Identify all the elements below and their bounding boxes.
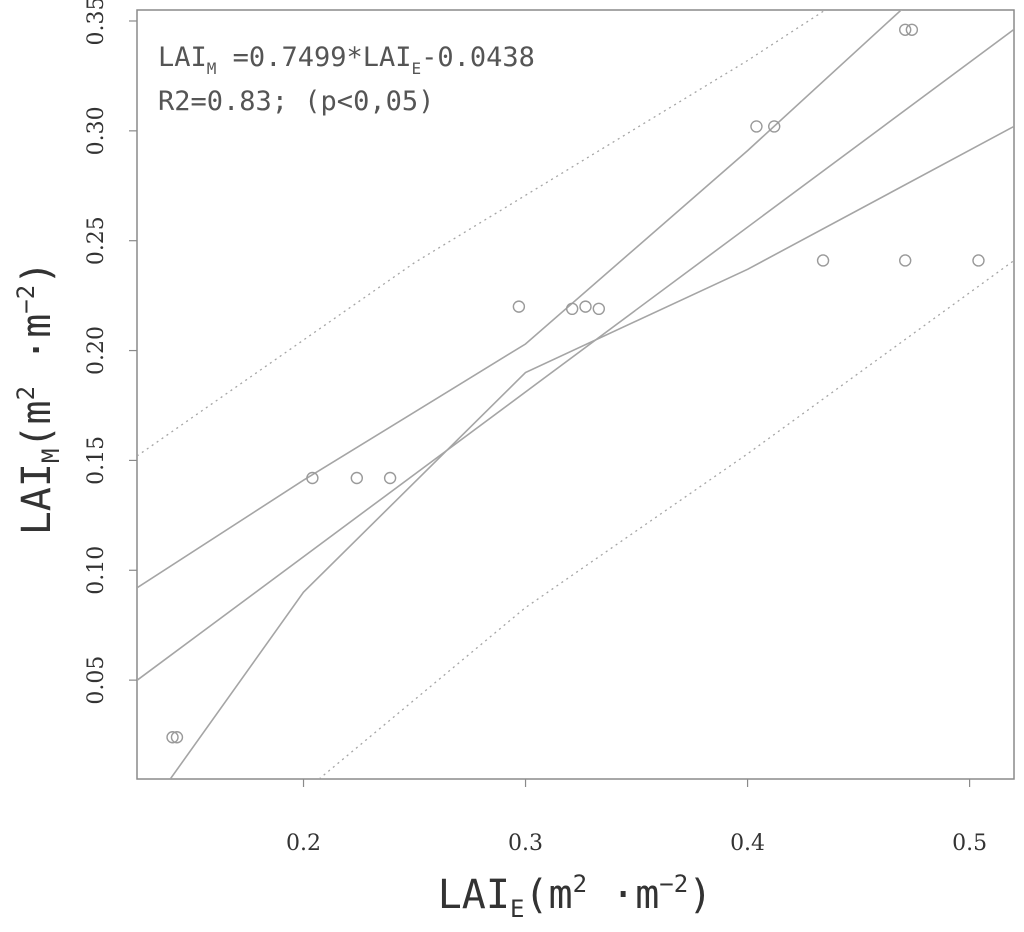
y-axis: 0.05 0.10 0.15 0.20 0.25 0.30 0.35: [84, 0, 137, 705]
data-point: [512, 300, 526, 313]
data-point: [899, 23, 912, 36]
data-point: [383, 471, 397, 485]
confidence-band-lower: [169, 125, 1014, 779]
x-axis-title: LAIE(m2 ·m−2): [438, 870, 713, 923]
data-points: [166, 23, 985, 744]
regression-stats: R2=0.83; (p<0,05): [158, 86, 434, 117]
plot-frame: [136, 9, 1015, 780]
eq-subscript-e: E: [412, 59, 422, 78]
data-point: [899, 254, 912, 267]
data-point: [592, 302, 606, 316]
regression-equation: LAIM =0.7499*LAIE-0.0438: [158, 42, 535, 78]
y-tick-label: 0.05: [84, 656, 109, 705]
data-point: [750, 120, 763, 133]
x-tick-label: 0.3: [508, 831, 543, 856]
prediction-band-lower: [318, 259, 1014, 779]
data-point: [170, 731, 184, 744]
y-tick-label: 0.35: [84, 0, 109, 45]
data-point: [565, 302, 579, 316]
y-tick-label: 0.25: [84, 216, 109, 265]
data-point: [972, 254, 985, 267]
y-tick-label: 0.15: [84, 436, 109, 485]
y-tick-label: 0.30: [84, 106, 109, 155]
data-point: [905, 23, 919, 36]
eq-subscript-m: M: [207, 59, 217, 78]
regression-fit-line: [137, 28, 1014, 681]
x-tick-label: 0.4: [730, 831, 765, 856]
regression-bands: [137, 10, 1014, 779]
x-tick-label: 0.2: [286, 831, 321, 856]
data-point: [306, 471, 319, 485]
data-point: [350, 471, 364, 485]
x-tick-label: 0.5: [952, 831, 987, 856]
x-axis: 0.2 0.3 0.4 0.5: [286, 779, 987, 856]
data-point: [816, 254, 830, 267]
data-point: [579, 300, 592, 313]
data-point: [768, 120, 781, 133]
y-tick-label: 0.20: [84, 326, 109, 375]
confidence-band-upper: [137, 10, 903, 589]
data-point: [166, 731, 179, 744]
y-axis-title: LAIM(m2 ·m−2): [12, 261, 65, 536]
y-tick-label: 0.10: [84, 546, 109, 595]
prediction-band-upper: [137, 10, 826, 457]
